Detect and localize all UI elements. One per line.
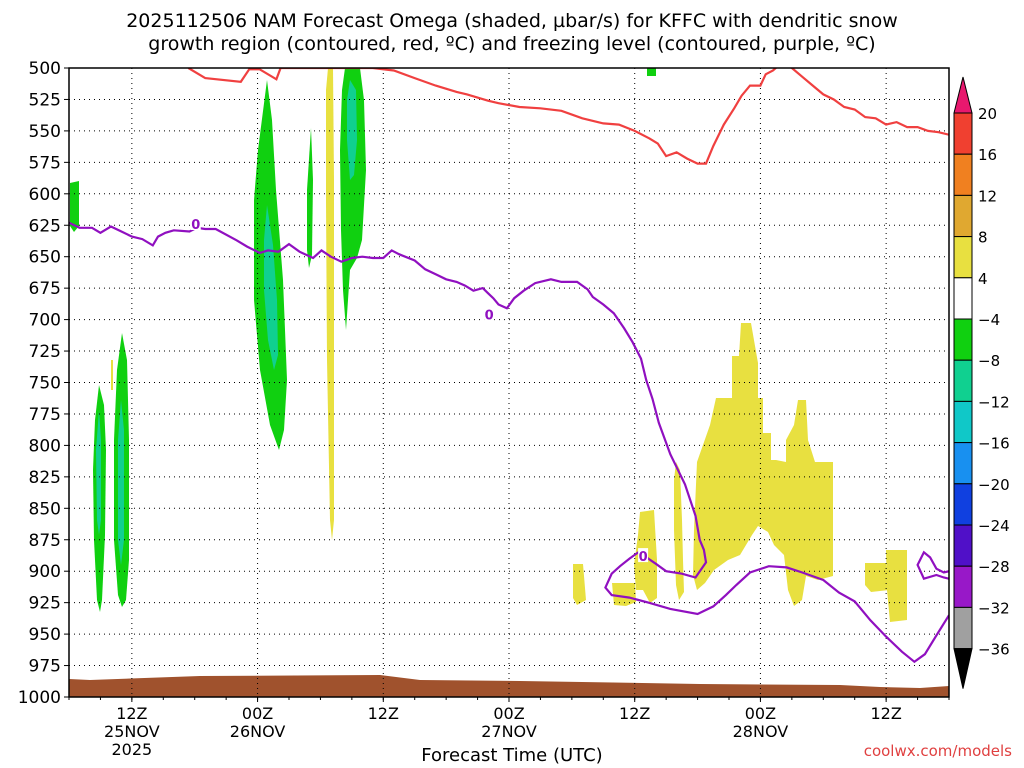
- y-axis: 500 525 550 575 600 625 650 675 700 725 750 775 800 8…: [18, 59, 69, 708]
- y-tick-label: 750: [29, 374, 61, 394]
- terrain-fill: [69, 675, 949, 697]
- y-tick-label: 550: [29, 122, 61, 142]
- colorbar-label: −24: [978, 517, 1010, 535]
- colorbar-label: 8: [978, 229, 988, 247]
- freezing-contour-label: 0: [191, 218, 200, 233]
- y-tick-label: 1000: [18, 688, 61, 708]
- colorbar: 20 16 12 8 4 −4 −8 −12 −16 −20 −24 −28 −32 −36: [953, 76, 1010, 689]
- freezing-level-contour: [69, 221, 949, 664]
- contour-label-bg: [190, 215, 201, 230]
- colorbar-label: −16: [978, 435, 1010, 453]
- omega-neg-col-a-core: [96, 410, 101, 535]
- y-tick-label: 675: [29, 279, 61, 299]
- freezing-contour-label: 0: [485, 309, 494, 324]
- omega-neg-col-b-core: [118, 400, 124, 565]
- omega-neg-col-e: [340, 68, 366, 330]
- contour-label-bg: [484, 306, 495, 321]
- y-tick-label: 925: [29, 594, 61, 614]
- grid-lines: [69, 68, 949, 697]
- colorbar-segment: [953, 565, 973, 608]
- chart-title-line2: growth region (contoured, red, ºC) and f…: [148, 33, 876, 55]
- omega-pos-right1: [865, 563, 889, 592]
- y-tick-label: 650: [29, 248, 61, 268]
- omega-pos-large: [693, 323, 833, 606]
- colorbar-segment: [953, 359, 973, 402]
- colorbar-segment: [953, 194, 973, 238]
- y-tick-label: 625: [29, 216, 61, 236]
- colorbar-segment: [953, 112, 973, 155]
- colorbar-segment: [953, 318, 973, 361]
- colorbar-label: 16: [978, 146, 997, 164]
- y-tick-label: 950: [29, 625, 61, 645]
- colorbar-segment: [953, 153, 973, 196]
- dendritic-contour-red: [187, 68, 949, 165]
- colorbar-label: −4: [978, 311, 1000, 329]
- y-tick-label: 600: [29, 185, 61, 205]
- omega-pos-small2: [612, 583, 636, 606]
- x-tick-label: 00Z: [745, 704, 776, 723]
- x-tick-label: 12Z: [116, 704, 147, 723]
- credit-text: coolwx.com/models: [863, 742, 1012, 760]
- omega-pos-small1: [573, 564, 586, 605]
- y-tick-label: 575: [29, 153, 61, 173]
- colorbar-segment: [953, 277, 973, 320]
- omega-pos-thin: [326, 68, 334, 540]
- y-tick-label: 800: [29, 436, 61, 456]
- omega-pos-right2: [886, 550, 907, 622]
- x-tick-label: 00Z: [242, 704, 273, 723]
- omega-shading: [70, 68, 907, 622]
- omega-neg-col-e-core: [347, 80, 357, 180]
- y-tick-label: 775: [29, 405, 61, 425]
- x-tick-date: 27NOV: [481, 722, 537, 741]
- x-tick-date: 26NOV: [230, 722, 286, 741]
- colorbar-segment: [953, 400, 973, 444]
- x-tick-label: 00Z: [493, 704, 524, 723]
- colorbar-segment: [953, 606, 973, 650]
- x-axis-label: Forecast Time (UTC): [421, 745, 603, 766]
- colorbar-label: −12: [978, 393, 1010, 411]
- colorbar-top-triangle: [953, 76, 973, 114]
- omega-pos-tiny: [111, 360, 113, 390]
- plot-frame: [68, 67, 950, 698]
- omega-neg-small: [647, 68, 656, 76]
- y-tick-label: 500: [29, 59, 61, 79]
- x-tick-date: 28NOV: [733, 722, 789, 741]
- colorbar-label: 4: [978, 270, 988, 288]
- y-tick-label: 725: [29, 342, 61, 362]
- y-tick-label: 700: [29, 311, 61, 331]
- y-tick-label: 525: [29, 90, 61, 110]
- x-tick-date: 25NOV: [104, 722, 160, 741]
- colorbar-segment: [953, 483, 973, 526]
- colorbar-bottom-triangle: [953, 648, 973, 689]
- freezing-contour-label: 0: [639, 550, 648, 565]
- y-tick-label: 975: [29, 657, 61, 677]
- colorbar-label: −28: [978, 558, 1010, 576]
- x-tick-label: 12Z: [368, 704, 399, 723]
- colorbar-label: −32: [978, 599, 1010, 617]
- y-tick-label: 875: [29, 531, 61, 551]
- freezing-level-contour-right: [916, 550, 949, 581]
- contour-label-bg: [638, 548, 649, 563]
- colorbar-segment: [953, 236, 973, 279]
- y-tick-label: 900: [29, 562, 61, 582]
- y-tick-label: 825: [29, 468, 61, 488]
- colorbar-label: 12: [978, 187, 997, 205]
- y-tick-label: 850: [29, 499, 61, 519]
- x-tick-date: 2025: [111, 740, 152, 759]
- chart-title-line1: 2025112506 NAM Forecast Omega (shaded, µ…: [126, 10, 898, 32]
- omega-neg-col-d: [307, 128, 313, 268]
- omega-neg-left-edge: [70, 181, 79, 232]
- x-tick-label: 12Z: [870, 704, 901, 723]
- colorbar-label: 20: [978, 105, 997, 123]
- colorbar-label: −8: [978, 352, 1000, 370]
- colorbar-label: −36: [978, 641, 1010, 659]
- colorbar-label: −20: [978, 476, 1010, 494]
- omega-neg-col-c-core: [264, 205, 278, 370]
- colorbar-segment: [953, 442, 973, 485]
- omega-pos-mid: [674, 462, 684, 600]
- colorbar-segment: [953, 524, 973, 567]
- x-tick-label: 12Z: [619, 704, 650, 723]
